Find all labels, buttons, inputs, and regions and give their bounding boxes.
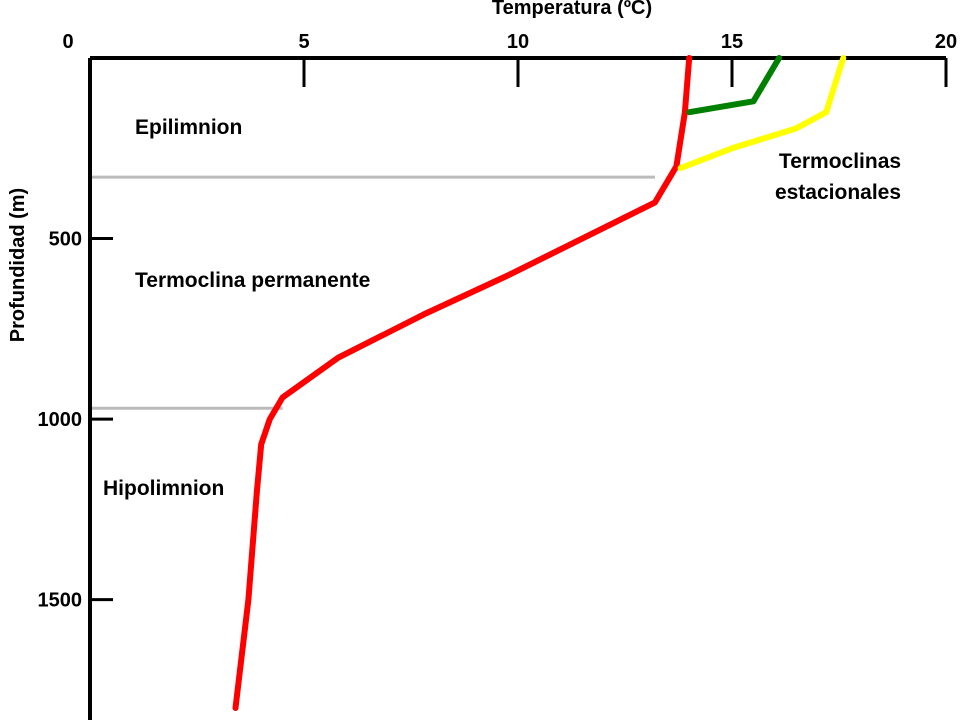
y-tick-label-1500: 1500	[38, 590, 83, 612]
annotation-est1: Termoclinas	[779, 150, 901, 173]
annotation-est2: estacionales	[775, 181, 901, 204]
profile-line-3	[677, 55, 847, 172]
x-tick-label-10: 10	[507, 31, 529, 53]
x-tick-label-20: 20	[935, 31, 957, 53]
profile-line-1	[232, 55, 693, 711]
x-tick-label-5: 5	[298, 31, 309, 53]
series-layer	[232, 55, 847, 711]
x-tick-label-0: 0	[62, 31, 73, 53]
annotations: Epilimnion Termoclina permanente Hipolimni…	[103, 116, 901, 500]
x-tick-label-15: 15	[721, 31, 743, 53]
reference-lines	[90, 175, 655, 410]
annotation-epi: Epilimnion	[135, 116, 242, 139]
y-tick-label-500: 500	[49, 229, 82, 251]
annotation-perm: Termoclina permanente	[135, 269, 370, 292]
y-axis-label: Profundidad (m)	[7, 188, 29, 342]
annotation-hipo: Hipolimnion	[103, 477, 224, 500]
y-tick-label-1000: 1000	[38, 409, 83, 431]
profile-line-2	[686, 55, 783, 116]
axes: 0 5 10 15 20 500 1000 1500	[38, 31, 957, 720]
x-axis-label: Temperatura (ºC)	[492, 0, 652, 19]
